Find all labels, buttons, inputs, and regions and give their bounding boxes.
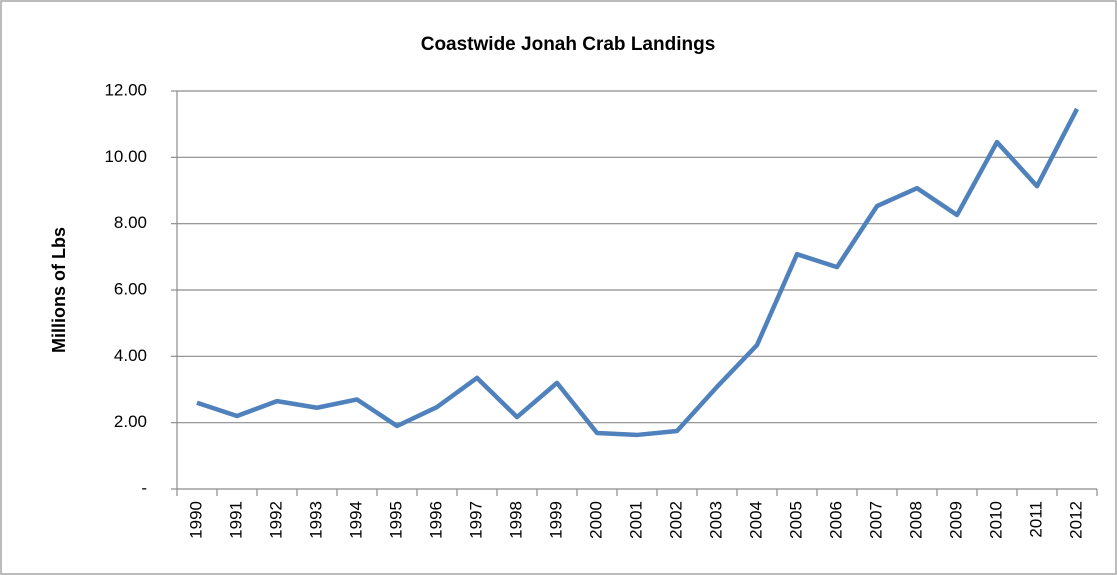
y-tick-label: 2.00 — [114, 412, 147, 431]
x-tick-label: 2005 — [786, 501, 805, 539]
x-tick-label: 1992 — [266, 501, 285, 539]
x-tick-label: 2009 — [946, 501, 965, 539]
x-tick-label: 2011 — [1026, 501, 1045, 538]
y-tick-label: 10.00 — [104, 147, 147, 166]
x-tick-label: 1995 — [386, 501, 405, 539]
y-tick-label: - — [141, 478, 147, 497]
x-tick-label: 1994 — [346, 501, 365, 539]
y-tick-label: 6.00 — [114, 279, 147, 298]
x-tick-label: 2003 — [706, 501, 725, 539]
y-tick-label: 12.00 — [104, 80, 147, 99]
data-line — [196, 107, 1079, 438]
y-tick-label: 8.00 — [114, 213, 147, 232]
x-tick-label: 2008 — [906, 501, 925, 539]
chart-title: Coastwide Jonah Crab Landings — [421, 34, 716, 55]
x-tick-label: 1993 — [306, 501, 325, 539]
y-axis-title: Millions of Lbs — [49, 227, 69, 353]
x-tick-label: 1997 — [466, 501, 485, 539]
x-tick-label: 2001 — [626, 501, 645, 539]
x-tick-label: 2004 — [746, 501, 765, 539]
x-tick-label: 1996 — [426, 501, 445, 539]
y-tick-label: 4.00 — [114, 346, 147, 365]
x-tick-label: 2010 — [986, 501, 1005, 539]
x-tick-label: 2000 — [586, 501, 605, 539]
x-tick-label: 1998 — [506, 501, 525, 539]
x-tick-label: 2006 — [826, 501, 845, 539]
x-tick-label: 2002 — [666, 501, 685, 539]
x-tick-label: 1999 — [546, 501, 565, 539]
x-tick-label: 1991 — [226, 501, 245, 539]
x-tick-label: 2007 — [866, 501, 885, 539]
x-tick-label: 1990 — [186, 501, 205, 539]
x-tick-label: 2012 — [1066, 501, 1085, 539]
